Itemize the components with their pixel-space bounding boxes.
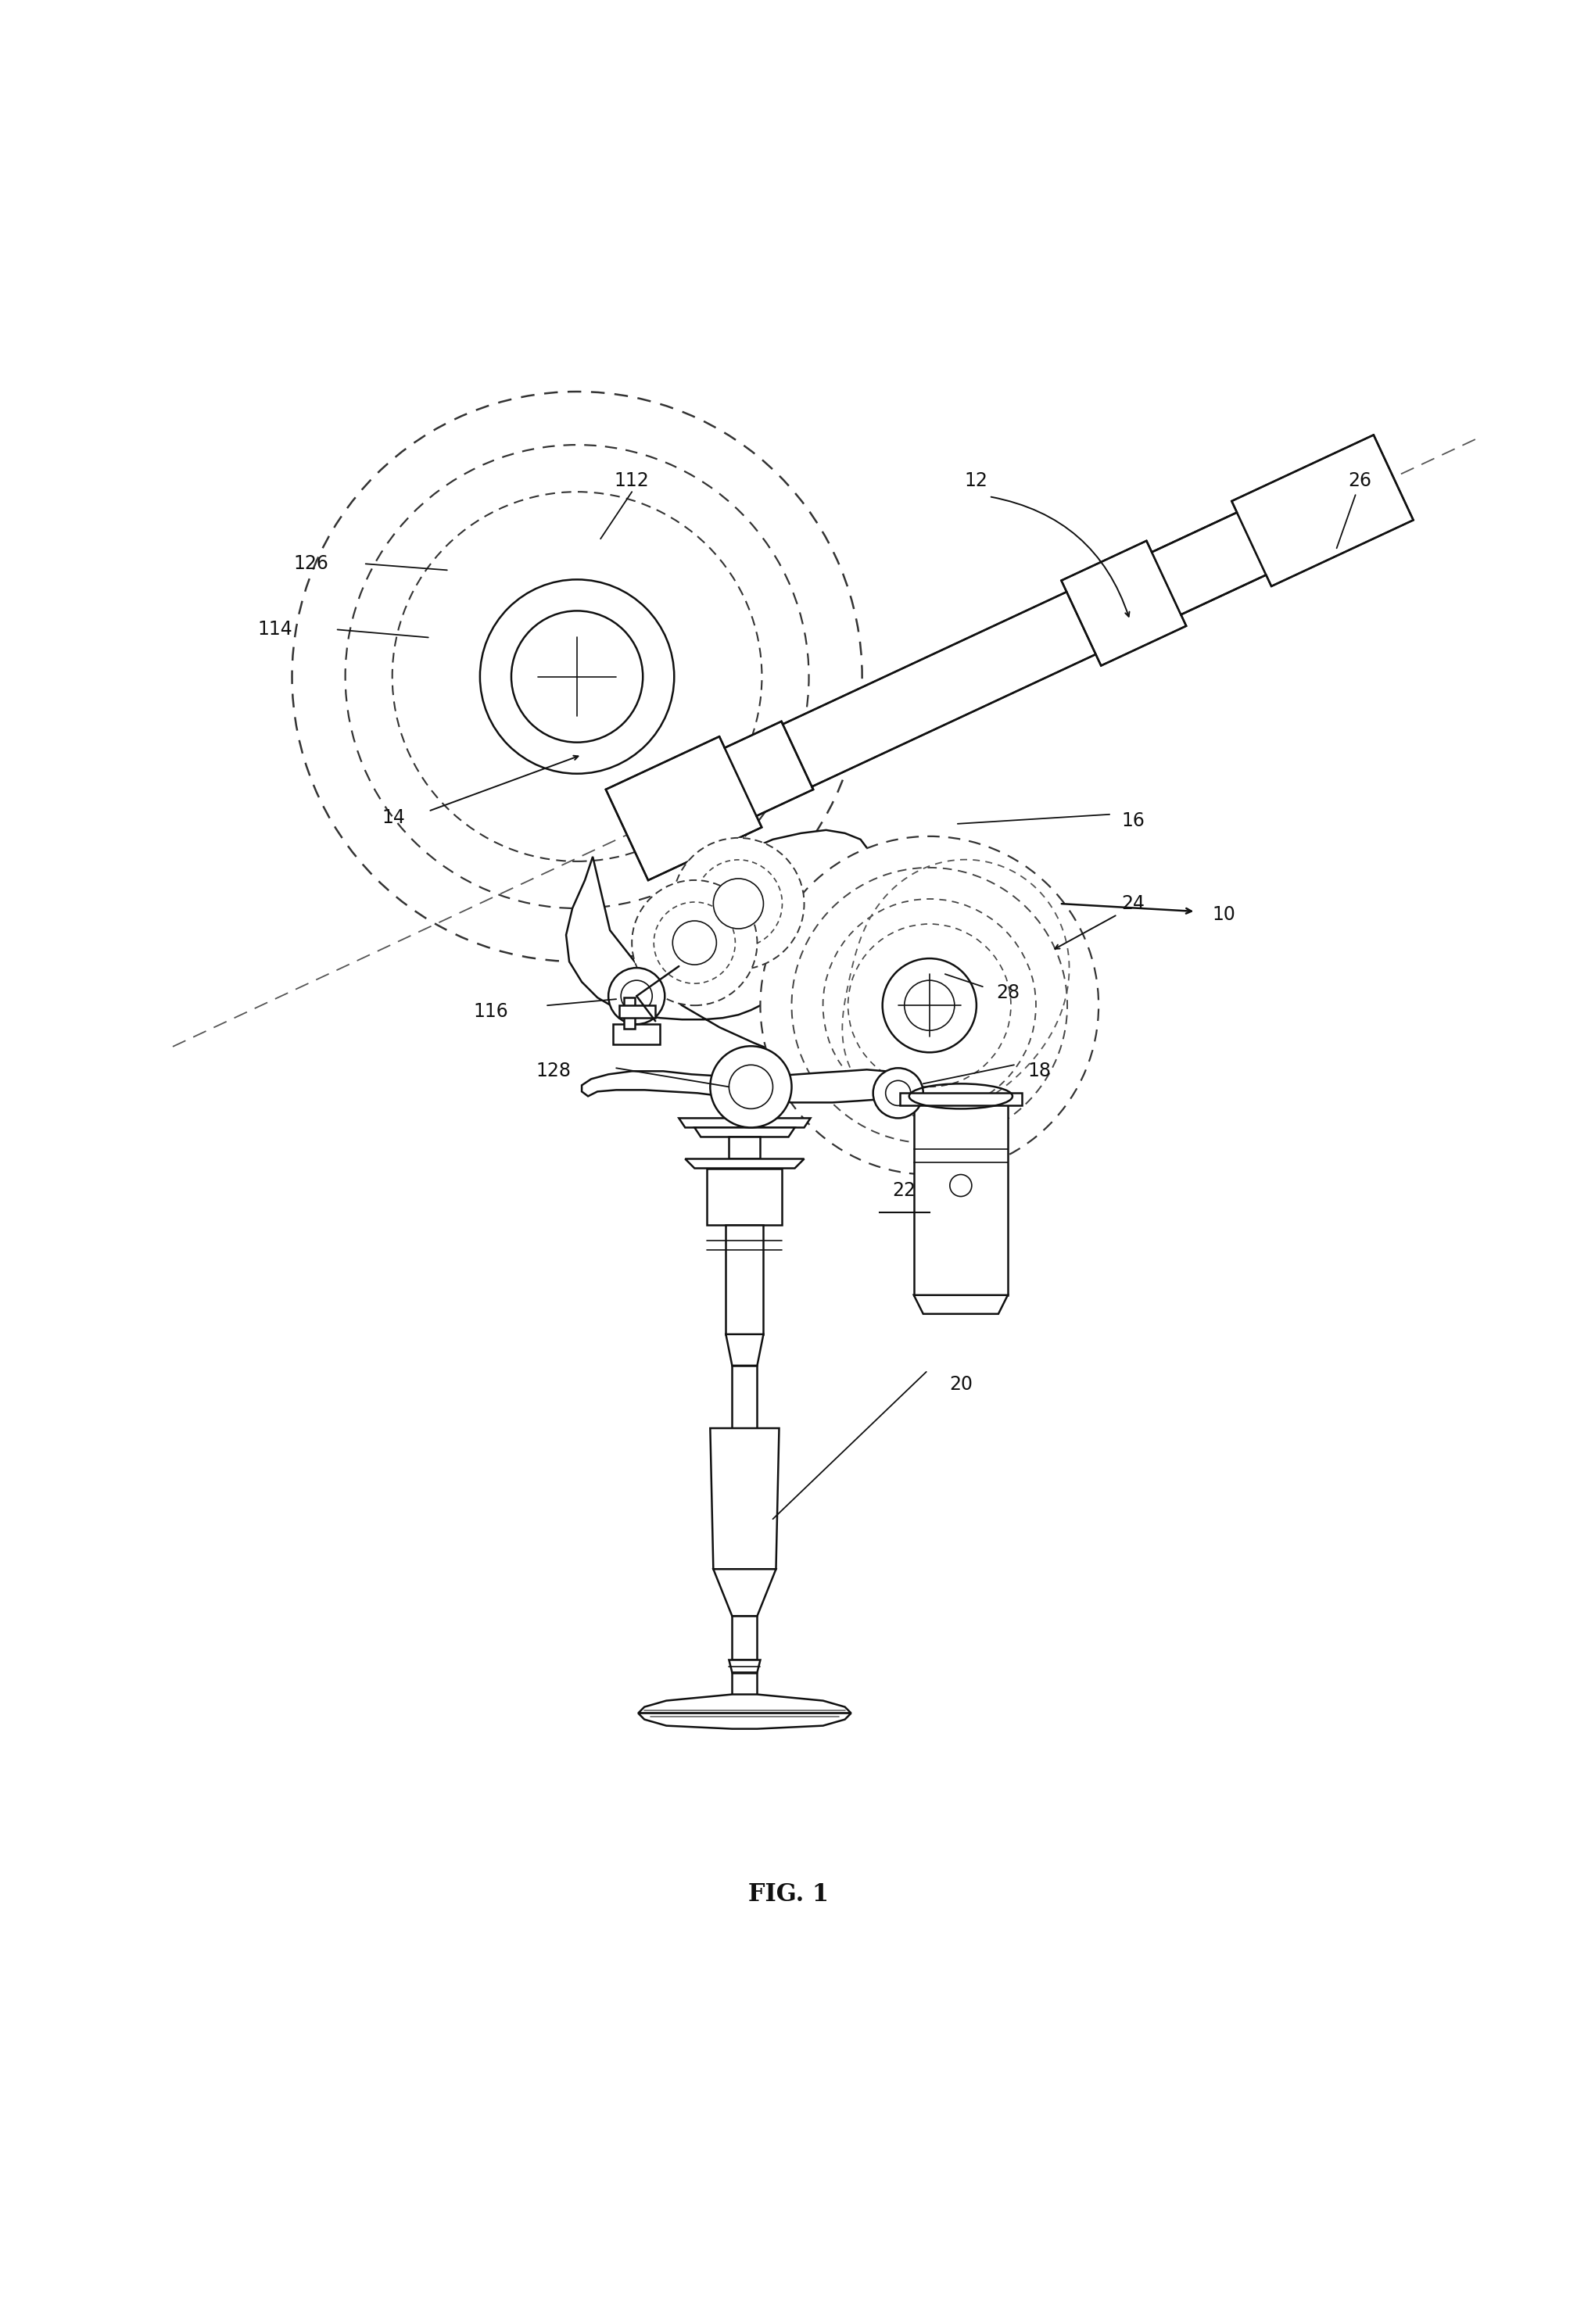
Polygon shape [1232, 435, 1413, 586]
Polygon shape [694, 1127, 795, 1136]
Polygon shape [639, 1694, 852, 1713]
Text: 16: 16 [1121, 811, 1145, 830]
Polygon shape [725, 1334, 763, 1367]
Circle shape [760, 837, 1099, 1174]
Polygon shape [582, 1069, 913, 1102]
Polygon shape [729, 1136, 760, 1160]
Polygon shape [913, 1294, 1008, 1313]
Text: 12: 12 [965, 472, 989, 490]
Polygon shape [725, 720, 814, 816]
Text: 126: 126 [293, 555, 328, 574]
Polygon shape [913, 1099, 1008, 1294]
Polygon shape [613, 1025, 661, 1043]
Polygon shape [639, 1713, 852, 1729]
Circle shape [511, 611, 643, 741]
Circle shape [632, 881, 757, 1006]
Polygon shape [725, 1225, 763, 1334]
Circle shape [673, 920, 716, 964]
Polygon shape [729, 1659, 760, 1673]
Circle shape [874, 1069, 923, 1118]
Text: 116: 116 [473, 1002, 508, 1020]
Circle shape [479, 579, 675, 774]
Text: 114: 114 [257, 621, 292, 639]
Text: 20: 20 [949, 1376, 973, 1394]
Circle shape [729, 1064, 773, 1109]
Polygon shape [754, 500, 1295, 799]
Circle shape [886, 1081, 910, 1106]
Circle shape [621, 981, 653, 1011]
Polygon shape [620, 1006, 656, 1018]
Text: 24: 24 [1121, 895, 1145, 913]
Polygon shape [706, 1169, 782, 1225]
Text: 22: 22 [893, 1181, 916, 1199]
Polygon shape [725, 1106, 776, 1118]
Polygon shape [624, 997, 636, 1030]
Polygon shape [732, 1367, 757, 1429]
Circle shape [609, 967, 665, 1025]
Circle shape [949, 1174, 971, 1197]
Text: FIG. 1: FIG. 1 [747, 1882, 830, 1908]
Circle shape [654, 902, 735, 983]
Circle shape [904, 981, 954, 1030]
Text: 112: 112 [615, 472, 650, 490]
Text: 26: 26 [1348, 472, 1372, 490]
Text: 28: 28 [997, 983, 1020, 1002]
Polygon shape [606, 737, 762, 881]
Circle shape [673, 839, 804, 969]
Text: 10: 10 [1213, 906, 1235, 925]
Circle shape [292, 393, 863, 962]
Polygon shape [566, 858, 960, 1074]
Circle shape [713, 878, 763, 930]
Text: 128: 128 [536, 1062, 571, 1081]
Polygon shape [678, 1118, 811, 1127]
Polygon shape [684, 1160, 804, 1169]
Polygon shape [751, 830, 871, 899]
Circle shape [883, 957, 976, 1053]
Polygon shape [732, 1615, 757, 1659]
Polygon shape [900, 1092, 1022, 1106]
Polygon shape [713, 1569, 776, 1615]
Polygon shape [1061, 541, 1186, 665]
Polygon shape [732, 1673, 757, 1694]
Circle shape [694, 860, 782, 948]
Text: 14: 14 [382, 809, 405, 827]
Text: 18: 18 [1027, 1062, 1050, 1081]
Polygon shape [1151, 514, 1266, 614]
Circle shape [710, 1046, 792, 1127]
Polygon shape [710, 1429, 779, 1569]
